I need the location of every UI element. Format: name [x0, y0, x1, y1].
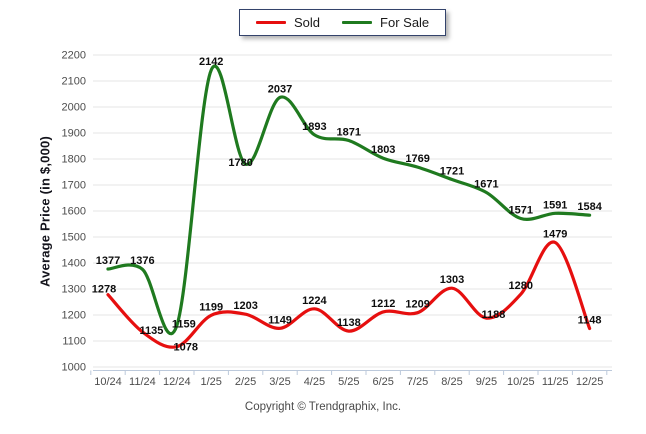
svg-text:1571: 1571	[509, 205, 533, 217]
svg-text:2100: 2100	[62, 76, 86, 88]
svg-text:1376: 1376	[130, 255, 154, 267]
svg-text:1769: 1769	[405, 153, 429, 165]
svg-text:2/25: 2/25	[235, 376, 256, 388]
svg-text:2037: 2037	[268, 83, 292, 95]
svg-text:1199: 1199	[199, 301, 223, 313]
svg-text:1721: 1721	[440, 166, 464, 178]
svg-text:2200: 2200	[62, 50, 86, 62]
svg-text:1209: 1209	[405, 299, 429, 311]
svg-text:11/24: 11/24	[129, 376, 156, 388]
svg-text:1780: 1780	[228, 157, 252, 169]
svg-text:1591: 1591	[543, 199, 567, 211]
sold-line-swatch-icon	[256, 21, 286, 24]
svg-text:1803: 1803	[371, 144, 395, 156]
copyright-text: Copyright © Trendgraphix, Inc.	[244, 401, 402, 413]
svg-text:1479: 1479	[543, 228, 567, 240]
svg-text:2000: 2000	[62, 102, 86, 114]
svg-text:1700: 1700	[62, 180, 86, 192]
svg-text:1900: 1900	[62, 128, 86, 140]
svg-text:1377: 1377	[96, 255, 120, 267]
legend-label-for-sale: For Sale	[380, 15, 430, 30]
svg-text:1188: 1188	[481, 309, 505, 321]
svg-text:1149: 1149	[268, 314, 292, 326]
svg-text:1400: 1400	[62, 258, 86, 270]
svg-text:12/25: 12/25	[576, 376, 604, 388]
svg-text:1135: 1135	[139, 325, 163, 337]
legend-label-sold: Sold	[294, 15, 321, 30]
svg-text:12/24: 12/24	[163, 376, 191, 388]
svg-text:1148: 1148	[578, 315, 602, 327]
chart-legend: Sold For Sale	[239, 9, 447, 36]
svg-text:7/25: 7/25	[407, 376, 428, 388]
svg-text:1671: 1671	[474, 179, 498, 191]
svg-text:2142: 2142	[199, 56, 223, 68]
svg-text:1138: 1138	[337, 317, 361, 329]
svg-text:1159: 1159	[172, 319, 196, 331]
svg-text:1278: 1278	[92, 284, 116, 296]
svg-text:1584: 1584	[577, 201, 602, 213]
legend-item-sold: Sold	[256, 15, 320, 30]
svg-text:8/25: 8/25	[441, 376, 462, 388]
svg-text:10/24: 10/24	[94, 376, 122, 388]
svg-text:1280: 1280	[509, 280, 533, 292]
svg-text:1203: 1203	[233, 300, 257, 312]
svg-text:3/25: 3/25	[269, 376, 290, 388]
svg-text:1224: 1224	[302, 295, 327, 307]
svg-text:1600: 1600	[62, 206, 86, 218]
svg-text:1500: 1500	[62, 232, 86, 244]
for-sale-line-swatch-icon	[342, 21, 373, 24]
svg-text:1212: 1212	[371, 298, 395, 310]
svg-text:6/25: 6/25	[372, 376, 393, 388]
svg-text:1200: 1200	[62, 310, 86, 322]
svg-text:11/25: 11/25	[542, 376, 569, 388]
svg-text:1000: 1000	[62, 362, 86, 374]
svg-text:5/25: 5/25	[338, 376, 359, 388]
svg-text:1100: 1100	[62, 336, 86, 348]
svg-text:1/25: 1/25	[200, 376, 221, 388]
svg-text:1893: 1893	[302, 121, 326, 133]
svg-text:1800: 1800	[62, 154, 86, 166]
legend-item-for-sale: For Sale	[342, 15, 429, 30]
svg-text:1300: 1300	[62, 284, 86, 296]
svg-text:1871: 1871	[337, 127, 361, 139]
svg-text:4/25: 4/25	[304, 376, 325, 388]
svg-text:1078: 1078	[174, 342, 198, 354]
svg-text:9/25: 9/25	[476, 376, 497, 388]
svg-text:10/25: 10/25	[507, 376, 535, 388]
svg-text:1303: 1303	[440, 274, 464, 286]
